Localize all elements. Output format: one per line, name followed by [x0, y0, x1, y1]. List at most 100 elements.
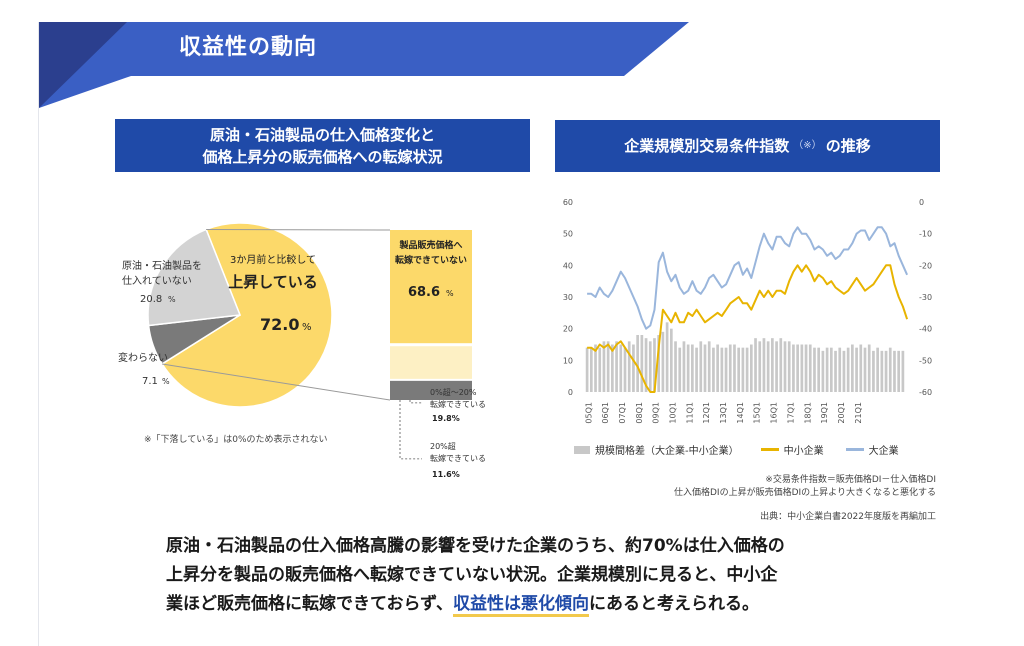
- bar-segment-not-passed: [390, 230, 472, 344]
- gap-bar: [703, 344, 707, 392]
- gap-bar: [851, 344, 854, 392]
- y-left-tick: 40: [563, 261, 573, 270]
- gap-bar: [737, 347, 741, 392]
- gap-bar: [745, 347, 749, 392]
- x-tick: 16Q1: [770, 402, 779, 424]
- gap-bar: [682, 341, 686, 392]
- source-note: 出典：中小企業白書2022年度版を再編加工: [760, 512, 936, 522]
- gap-bar: [771, 338, 774, 392]
- large-line: [587, 226, 909, 330]
- gap-bar: [640, 335, 644, 392]
- gap-bar: [724, 347, 728, 392]
- line-chart: 0 10 20 30 40 50 60 -60 -50 -40 -30 -20 -10 0 05Q1 06Q1…: [563, 198, 932, 424]
- bar-label-over-20-line2: 転嫁できている: [430, 453, 486, 463]
- gap-bar: [661, 331, 665, 392]
- pie-unit-rising: %: [302, 322, 312, 333]
- y-left-tick: 60: [563, 198, 573, 207]
- y-right-tick: -50: [919, 356, 932, 365]
- gap-bar: [888, 347, 892, 392]
- y-right-tick: -60: [919, 388, 932, 397]
- gap-bar: [749, 344, 753, 392]
- gap-bar: [813, 347, 816, 392]
- gap-bar: [712, 347, 715, 392]
- summary-highlight: 収益性は悪化傾向: [452, 594, 589, 617]
- x-tick: 08Q1: [635, 402, 644, 424]
- left-title-line1: 原油・石油製品の仕入価格変化と: [209, 125, 435, 144]
- gap-bar: [691, 344, 694, 392]
- y-right-tick: -40: [919, 325, 932, 334]
- bar-segment-0-20: [390, 346, 472, 379]
- gap-bar: [678, 347, 682, 392]
- gap-bar: [754, 338, 757, 392]
- gap-bar: [872, 350, 875, 392]
- gap-bar: [884, 350, 888, 392]
- legend-sme: 中小企業: [760, 442, 824, 457]
- gap-bar: [648, 341, 652, 392]
- page-title: 収益性の動向: [179, 35, 318, 60]
- header-band: [39, 22, 689, 108]
- x-tick: 15Q1: [753, 402, 762, 424]
- connector-bottom: [162, 363, 391, 401]
- y-left-tick: 0: [568, 388, 573, 397]
- gap-bar: [665, 322, 669, 392]
- gap-bar: [821, 350, 825, 392]
- gap-bar: [897, 350, 901, 392]
- pie-slice-rising: [161, 222, 333, 408]
- x-tick: 09Q1: [652, 402, 661, 424]
- gap-bar: [901, 350, 905, 392]
- x-tick: 19Q1: [820, 402, 829, 424]
- gap-bar: [741, 347, 745, 392]
- gap-bar: [876, 347, 879, 392]
- gap-bar: [800, 344, 804, 392]
- pie-label-rising-line1: 3か月前と比較して: [230, 253, 316, 266]
- bar-value-not-passed: 68.6: [408, 285, 440, 300]
- legend-gap-swatch: [574, 445, 590, 454]
- bar-label-0-20-line1: 0%超～20%: [430, 387, 477, 397]
- gap-bar: [834, 350, 837, 392]
- gap-bar: [787, 341, 791, 392]
- legend-large-swatch: [845, 448, 864, 451]
- pie-label-not-purchasing-line1: 原油・石油製品を: [122, 259, 202, 272]
- gap-bar: [644, 338, 648, 392]
- y-left-tick: 10: [563, 356, 573, 365]
- pie-label-unchanged: 変わらない: [118, 351, 168, 364]
- bracket-over-20: [399, 400, 422, 460]
- gap-bar: [627, 341, 631, 392]
- bar-unit-not-passed: %: [446, 289, 454, 298]
- summary-line3: 業ほど販売価格に転嫁できておらず、収益性は悪化傾向にあると考えられる。: [166, 590, 886, 619]
- gap-bar: [846, 347, 850, 392]
- pie-value-not-purchasing: 20.8: [140, 294, 162, 305]
- bar-segment-over-20: [390, 380, 472, 400]
- legend-gap: 規模間格差（大企業-中小企業）: [574, 442, 739, 457]
- gap-bar: [779, 338, 783, 392]
- x-tick: 12Q1: [702, 402, 711, 424]
- right-panel-title: 企業規模別交易条件指数 （※） の推移: [555, 120, 940, 172]
- gap-bar: [838, 347, 842, 392]
- summary-line1: 原油・石油製品の仕入価格高騰の影響を受けた企業のうち、約70%は仕入価格の: [166, 536, 785, 556]
- pie-unit-unchanged: %: [162, 377, 170, 386]
- pie-label-rising-line2: 上昇している: [228, 273, 318, 291]
- gap-bar: [762, 338, 766, 392]
- gap-bar: [657, 335, 661, 392]
- gap-bar: [674, 341, 677, 392]
- bar-label-over-20-line1: 20%超: [430, 441, 456, 451]
- gap-bar: [716, 344, 719, 392]
- gap-bar: [594, 344, 597, 392]
- gap-bar: [817, 347, 821, 392]
- x-tick: 10Q1: [669, 402, 678, 424]
- x-tick: 18Q1: [803, 402, 812, 424]
- gap-bar: [615, 341, 618, 392]
- bar-label-0-20-line2: 転嫁できている: [430, 399, 486, 409]
- gap-bar: [733, 344, 736, 392]
- x-tick: 20Q1: [837, 402, 846, 424]
- legend-large: 大企業: [845, 442, 899, 457]
- summary-line3-end: にあると考えられる。: [588, 594, 759, 614]
- gap-bar: [792, 344, 795, 392]
- pie-value-rising: 72.0: [260, 315, 299, 334]
- x-tick: 07Q1: [618, 402, 627, 424]
- pie-label-not-purchasing-line2: 仕入れていない: [122, 274, 192, 287]
- pie-value-unchanged: 7.1: [142, 376, 158, 387]
- x-tick: 06Q1: [601, 402, 610, 424]
- chart-notes: ※交易条件指数＝販売価格DI－仕入価格DI 仕入価格DIの上昇が販売価格DIの上…: [674, 472, 936, 498]
- gap-bar: [602, 341, 606, 392]
